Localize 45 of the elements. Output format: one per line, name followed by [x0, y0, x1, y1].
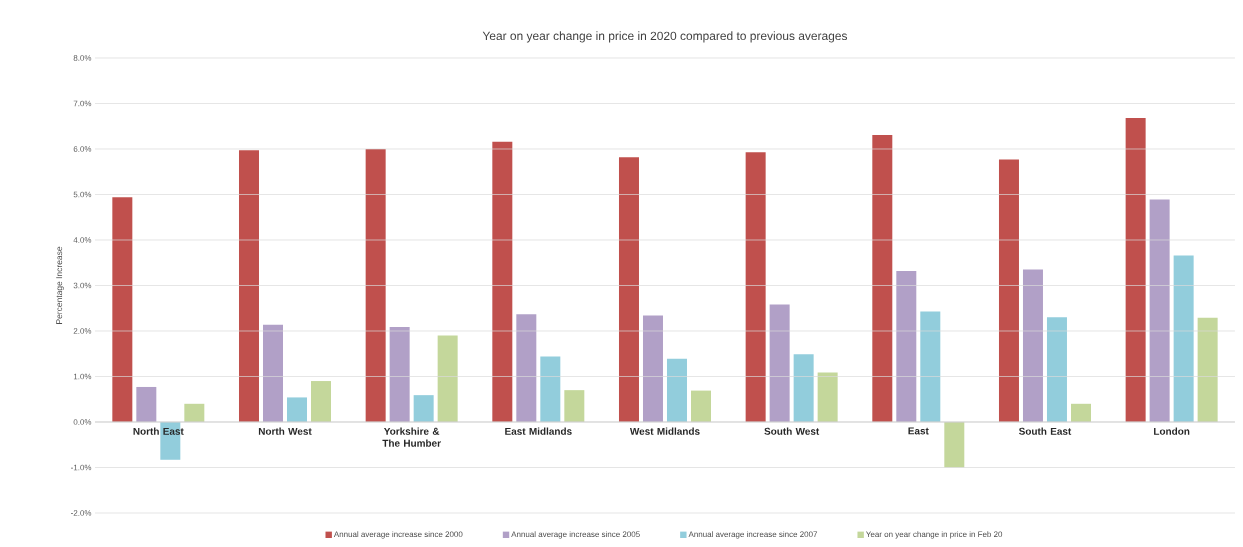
bar	[564, 390, 585, 422]
bar	[1149, 199, 1170, 422]
x-tick-label: East	[908, 427, 929, 435]
bar	[365, 148, 386, 422]
bar	[769, 304, 790, 422]
bar	[112, 197, 133, 422]
bar	[1046, 317, 1067, 422]
x-tick-label: London	[1154, 427, 1190, 435]
bar	[618, 157, 639, 422]
bar	[896, 270, 917, 422]
bar	[920, 311, 941, 422]
bar	[998, 159, 1019, 422]
bar	[793, 354, 814, 422]
bar	[745, 152, 766, 422]
bar	[389, 326, 410, 422]
x-tick-label: South West	[764, 427, 820, 435]
bar	[287, 397, 307, 422]
x-tick-label: East Midlands	[505, 427, 572, 435]
bar	[1125, 118, 1146, 422]
bar	[311, 381, 331, 422]
x-tick-label: West Midlands	[629, 427, 700, 435]
bar	[413, 395, 434, 422]
bar	[262, 324, 283, 422]
x-tick-label: Yorkshire & The Humber	[382, 427, 441, 447]
bar	[437, 335, 458, 422]
bar	[238, 150, 259, 422]
bar	[642, 315, 663, 422]
bar	[1197, 317, 1218, 422]
bar	[492, 141, 513, 422]
x-tick-label: South East	[1018, 427, 1072, 435]
bar	[817, 372, 838, 422]
bar	[690, 390, 711, 422]
bar	[516, 314, 537, 422]
bar	[136, 386, 157, 422]
bar	[540, 356, 561, 422]
bar	[1173, 255, 1194, 422]
chart-title: Year on year change in price in 2020 compared to previous averages	[482, 31, 848, 43]
bar	[666, 358, 687, 422]
x-tick-label: North West	[258, 427, 312, 435]
bar	[1022, 269, 1043, 422]
y-axis-title: Percentage Increase	[56, 246, 64, 324]
bar	[1070, 403, 1091, 422]
bar	[184, 403, 205, 422]
bar	[944, 422, 965, 468]
bar	[872, 134, 893, 422]
